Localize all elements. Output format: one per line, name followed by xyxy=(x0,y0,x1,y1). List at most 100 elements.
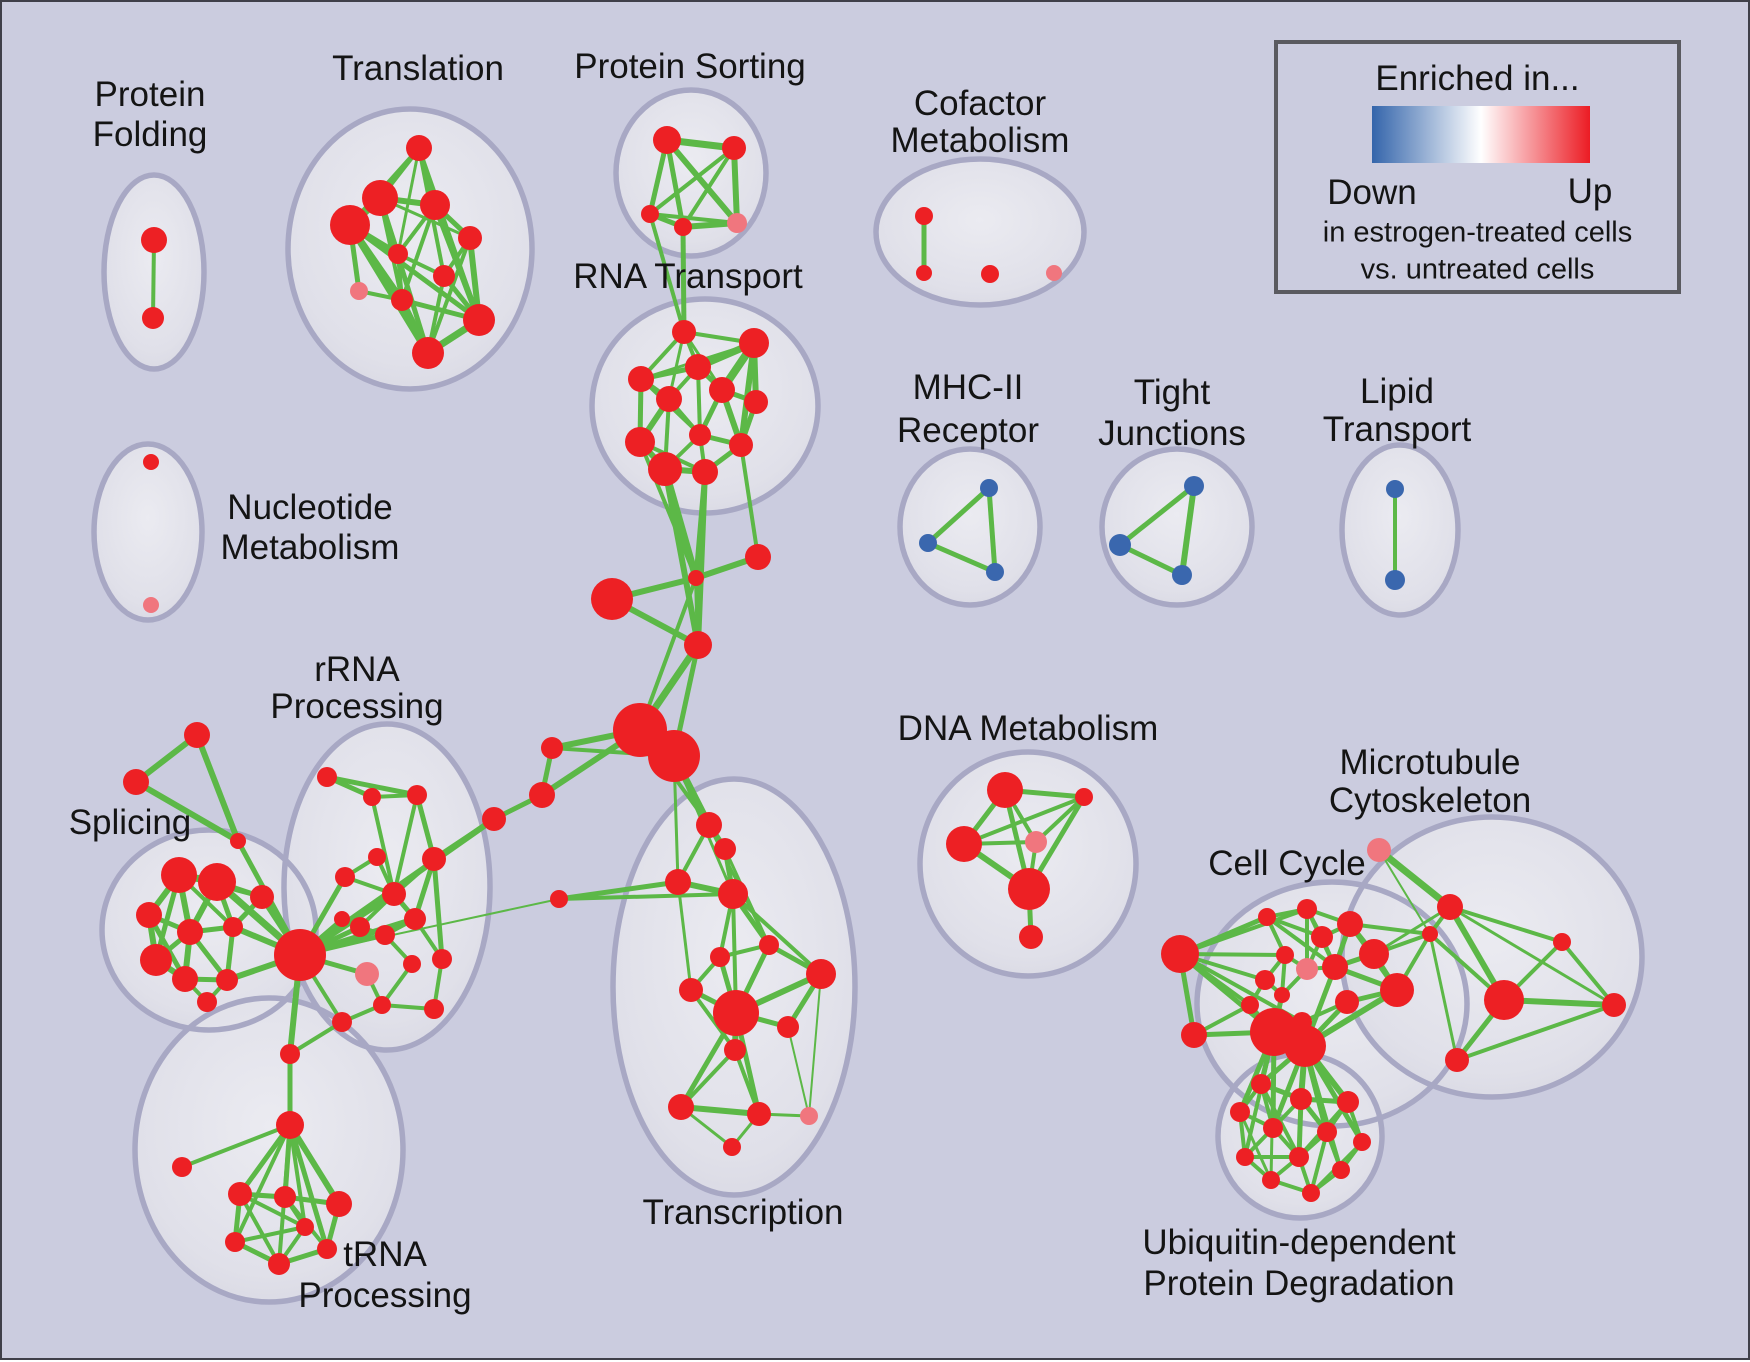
network-edge xyxy=(1265,915,1337,969)
network-node-up xyxy=(223,917,243,937)
cluster-outline-cofactor-metabolism xyxy=(873,156,1087,308)
network-edge xyxy=(1428,933,1459,1061)
cluster-label-lipid-transport: Lipid Transport xyxy=(1323,372,1472,449)
cluster-outline-trna-processing xyxy=(132,995,406,1305)
network-node-up xyxy=(1251,1074,1271,1094)
network-node-up xyxy=(317,1239,337,1259)
network-node-up xyxy=(628,366,654,392)
network-node-up xyxy=(391,289,413,311)
network-node-up xyxy=(1290,1088,1312,1110)
network-node-up xyxy=(1302,1184,1320,1202)
network-node-up xyxy=(981,265,999,283)
network-node-up xyxy=(1359,939,1389,969)
network-node-up xyxy=(198,863,236,901)
network-node-up xyxy=(1255,970,1275,990)
network-node-up xyxy=(714,838,736,860)
network-node-up xyxy=(268,1253,290,1275)
network-node-up xyxy=(674,218,692,236)
network-edge xyxy=(392,794,419,895)
network-node-up xyxy=(653,126,681,154)
network-node-up xyxy=(747,1102,771,1126)
network-node-up xyxy=(1484,980,1524,1020)
network-node-up xyxy=(723,1138,741,1156)
cluster-label-trna-processing: tRNA Processing xyxy=(298,1235,471,1315)
network-node-up xyxy=(1230,1102,1250,1122)
network-node-up xyxy=(184,722,210,748)
network-node-up xyxy=(433,265,455,287)
cluster-label-nucleotide-metabolism: Nucleotide Metabolism xyxy=(221,488,400,567)
network-edge xyxy=(731,147,740,224)
network-edge xyxy=(1456,1003,1615,1062)
network-node-up xyxy=(1553,933,1571,951)
network-node-up xyxy=(1422,926,1438,942)
network-edge xyxy=(432,203,482,322)
cluster-label-mhc-ii-receptor: MHC-II Receptor xyxy=(897,368,1039,450)
network-node-up xyxy=(1241,996,1259,1014)
network-edge xyxy=(731,892,823,976)
network-node-up xyxy=(1311,926,1333,948)
cluster-label-translation: Translation xyxy=(332,49,504,88)
network-node-up xyxy=(648,452,682,486)
network-edge xyxy=(664,138,740,225)
cluster-label-splicing: Splicing xyxy=(69,803,192,842)
network-node-up xyxy=(745,544,771,570)
network-node-up xyxy=(407,785,427,805)
network-node-down xyxy=(1184,476,1204,496)
cluster-label-tight-junctions: Tight Junctions xyxy=(1098,373,1246,453)
network-node-up xyxy=(274,1186,296,1208)
network-edge xyxy=(134,779,240,844)
network-node-up xyxy=(334,911,350,927)
cluster-label-cofactor-metabolism: Cofactor Metabolism xyxy=(891,84,1070,160)
network-node-up-weak xyxy=(355,962,379,986)
network-edge xyxy=(648,213,686,333)
network-node-up xyxy=(777,1016,799,1038)
network-node-up-weak xyxy=(143,597,159,613)
network-edge xyxy=(681,146,736,229)
network-node-up xyxy=(625,427,655,457)
network-node-up xyxy=(684,631,712,659)
cluster-label-protein-sorting: Protein Sorting xyxy=(574,47,806,86)
network-node-up xyxy=(641,205,659,223)
network-node-up xyxy=(362,180,398,216)
cluster-fill-nucleotide-metabolism xyxy=(94,444,202,620)
network-node-up xyxy=(350,917,370,937)
network-node-down xyxy=(1386,480,1404,498)
network-node-up xyxy=(172,1157,192,1177)
network-node-up xyxy=(197,992,217,1012)
network-edge xyxy=(558,892,734,901)
network-node-up xyxy=(1284,1025,1326,1067)
network-node-up xyxy=(143,454,159,470)
network-node-up xyxy=(406,135,432,161)
cluster-label-dna-metabolism: DNA Metabolism xyxy=(898,709,1159,748)
network-edge xyxy=(431,858,445,960)
network-edge xyxy=(151,239,156,319)
cluster-label-transcription: Transcription xyxy=(643,1193,844,1232)
network-node-up xyxy=(388,244,408,264)
network-node-up xyxy=(228,1182,252,1206)
network-edge xyxy=(432,816,496,862)
network-edge xyxy=(676,881,693,991)
network-edge xyxy=(288,1124,307,1228)
legend-down-label: Down xyxy=(1327,173,1417,212)
network-node-up xyxy=(1019,925,1043,949)
network-edge xyxy=(234,1225,306,1244)
cluster-outline-rrna-processing xyxy=(281,721,493,1053)
network-node-up xyxy=(915,207,933,225)
network-node-up xyxy=(424,999,444,1019)
network-node-up-weak xyxy=(1296,958,1318,980)
network-edge xyxy=(181,1123,291,1169)
network-node-up xyxy=(987,772,1023,808)
network-node-up-weak xyxy=(350,282,368,300)
network-node-up xyxy=(141,227,167,253)
network-node-up xyxy=(330,205,370,245)
legend-up-label: Up xyxy=(1567,172,1613,211)
network-node-up xyxy=(123,769,149,795)
cluster-outline-lipid-transport xyxy=(1339,442,1461,618)
network-node-up xyxy=(550,890,568,908)
network-node-up xyxy=(1322,954,1348,980)
network-node-up xyxy=(225,1232,245,1252)
network-node-up xyxy=(412,337,444,369)
network-node-up xyxy=(317,767,337,787)
network-node-up xyxy=(404,908,426,930)
